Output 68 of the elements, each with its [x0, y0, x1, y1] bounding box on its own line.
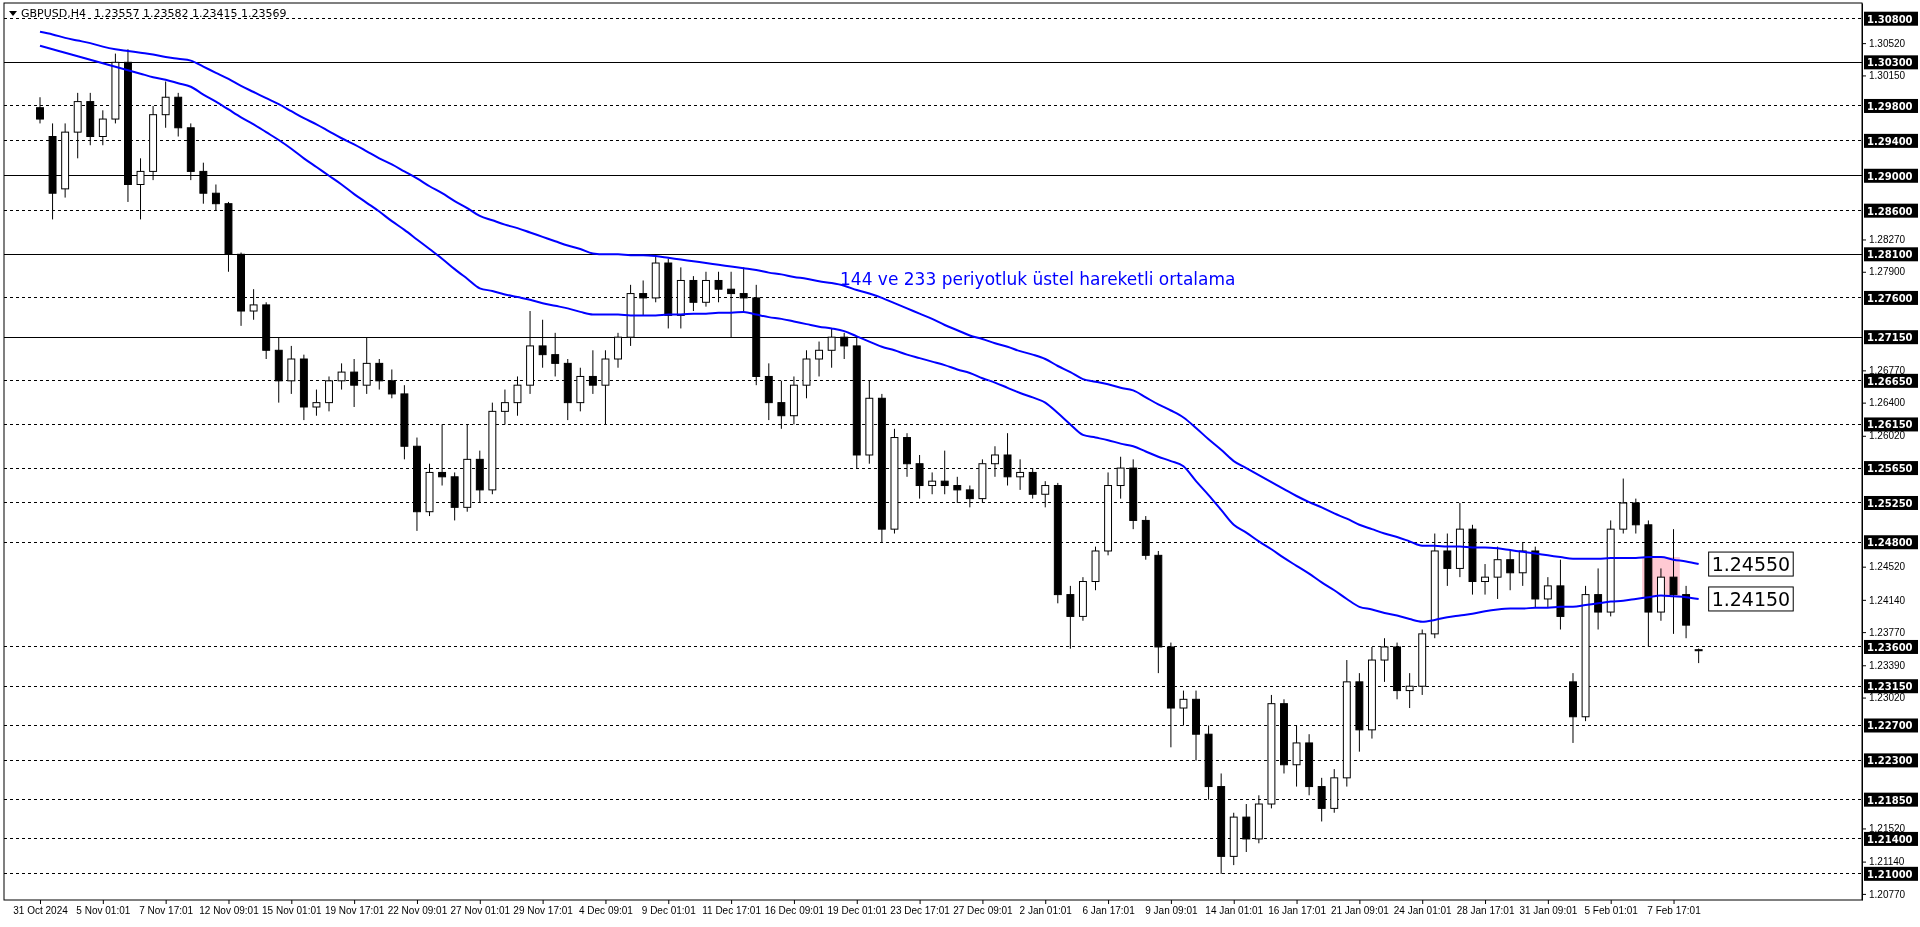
- y-tick-label: 1.23390: [1869, 659, 1906, 671]
- y-tick-label: 1.26020: [1869, 430, 1906, 442]
- ref-line-label: 1.29400: [1867, 135, 1913, 147]
- x-tick-label: 28 Jan 17:01: [1456, 905, 1515, 917]
- x-tick-label: 7 Feb 17:01: [1647, 905, 1702, 917]
- y-tick-label: 1.20770: [1869, 888, 1906, 900]
- ref-line-label: 1.29000: [1867, 170, 1913, 182]
- x-tick-label: 29 Nov 17:01: [513, 905, 574, 917]
- x-tick-label: 23 Dec 17:01: [890, 905, 951, 917]
- ref-line-label: 1.21000: [1867, 868, 1913, 880]
- text: 1.24550: [1711, 553, 1791, 576]
- x-tick-label: 9 Jan 09:01: [1145, 905, 1198, 917]
- ref-line-label: 1.26150: [1867, 419, 1913, 431]
- x-tick-label: 31 Jan 09:01: [1519, 905, 1578, 917]
- y-tick-label: 1.26770: [1869, 365, 1906, 377]
- x-tick-label: 16 Dec 09:01: [764, 905, 825, 917]
- x-tick-label: 6 Jan 17:01: [1082, 905, 1136, 917]
- ref-line-label: 1.23600: [1867, 641, 1913, 653]
- x-tick-label: 22 Nov 09:01: [387, 905, 448, 917]
- x-tick-label: 5 Nov 01:01: [76, 905, 131, 917]
- y-tick-label: 1.26400: [1869, 397, 1906, 409]
- ref-line-label: 1.27600: [1867, 292, 1913, 304]
- x-tick-label: 24 Jan 01:01: [1393, 905, 1453, 917]
- chart-subtitle: 1.23557 1.23582 1.23415 1.23569: [93, 7, 287, 20]
- x-tick-label: 19 Nov 17:01: [324, 905, 385, 917]
- ref-line-label: 1.21850: [1867, 794, 1913, 806]
- x-tick-label: 31 Oct 2024: [13, 905, 69, 917]
- y-tick-label: 1.21520: [1869, 823, 1906, 835]
- ref-line-label: 1.23150: [1867, 681, 1913, 693]
- ref-line-label: 1.30800: [1867, 13, 1913, 25]
- x-tick-label: 16 Jan 17:01: [1268, 905, 1327, 917]
- text: 1.24150: [1711, 587, 1791, 610]
- y-tick-label: 1.30520: [1869, 37, 1906, 49]
- x-tick-label: 27 Nov 01:01: [450, 905, 511, 917]
- ref-line-label: 1.28100: [1867, 249, 1913, 261]
- y-tick-label: 1.21140: [1869, 856, 1905, 868]
- x-tick-label: 7 Nov 17:01: [139, 905, 194, 917]
- ref-line-label: 1.30300: [1867, 57, 1913, 69]
- ref-line-label: 1.25250: [1867, 497, 1913, 509]
- y-tick-label: 1.28270: [1869, 234, 1906, 246]
- ref-line-label: 1.25650: [1867, 463, 1913, 475]
- x-tick-label: 11 Dec 17:01: [702, 905, 762, 917]
- annotation: 144 ve 233 periyotluk üstel hareketli ortalama: [840, 269, 1236, 289]
- x-tick-label: 14 Jan 01:01: [1205, 905, 1264, 917]
- ref-line-label: 1.21400: [1867, 833, 1913, 845]
- ref-line-label: 1.28600: [1867, 205, 1913, 217]
- ref-line-label: 1.24800: [1867, 537, 1913, 549]
- x-tick-label: 21 Jan 09:01: [1330, 905, 1390, 917]
- x-tick-label: 19 Dec 01:01: [827, 905, 888, 917]
- x-tick-label: 4 Dec 09:01: [578, 905, 634, 917]
- ref-line-label: 1.26650: [1867, 375, 1913, 387]
- x-tick-label: 2 Jan 01:01: [1019, 905, 1073, 917]
- chart-title: GBPUSD,H4: [21, 7, 86, 20]
- y-tick-label: 1.23770: [1869, 626, 1906, 638]
- x-tick-label: 9 Dec 01:01: [641, 905, 697, 917]
- y-tick-label: 1.27900: [1869, 266, 1906, 278]
- y-tick-label: 1.23020: [1869, 692, 1906, 704]
- ref-line-label: 1.27150: [1867, 332, 1913, 344]
- y-tick-label: 1.30150: [1869, 70, 1906, 82]
- y-tick-label: 1.24520: [1869, 561, 1906, 573]
- x-tick-label: 5 Feb 01:01: [1584, 905, 1639, 917]
- ref-line-label: 1.22300: [1867, 755, 1913, 767]
- ref-line-label: 1.22700: [1867, 720, 1913, 732]
- x-tick-label: 15 Nov 01:01: [262, 905, 322, 917]
- ref-line-label: 1.29800: [1867, 100, 1913, 112]
- x-tick-label: 27 Dec 09:01: [953, 905, 1014, 917]
- x-tick-label: 12 Nov 09:01: [199, 905, 260, 917]
- y-tick-label: 1.24140: [1869, 594, 1906, 606]
